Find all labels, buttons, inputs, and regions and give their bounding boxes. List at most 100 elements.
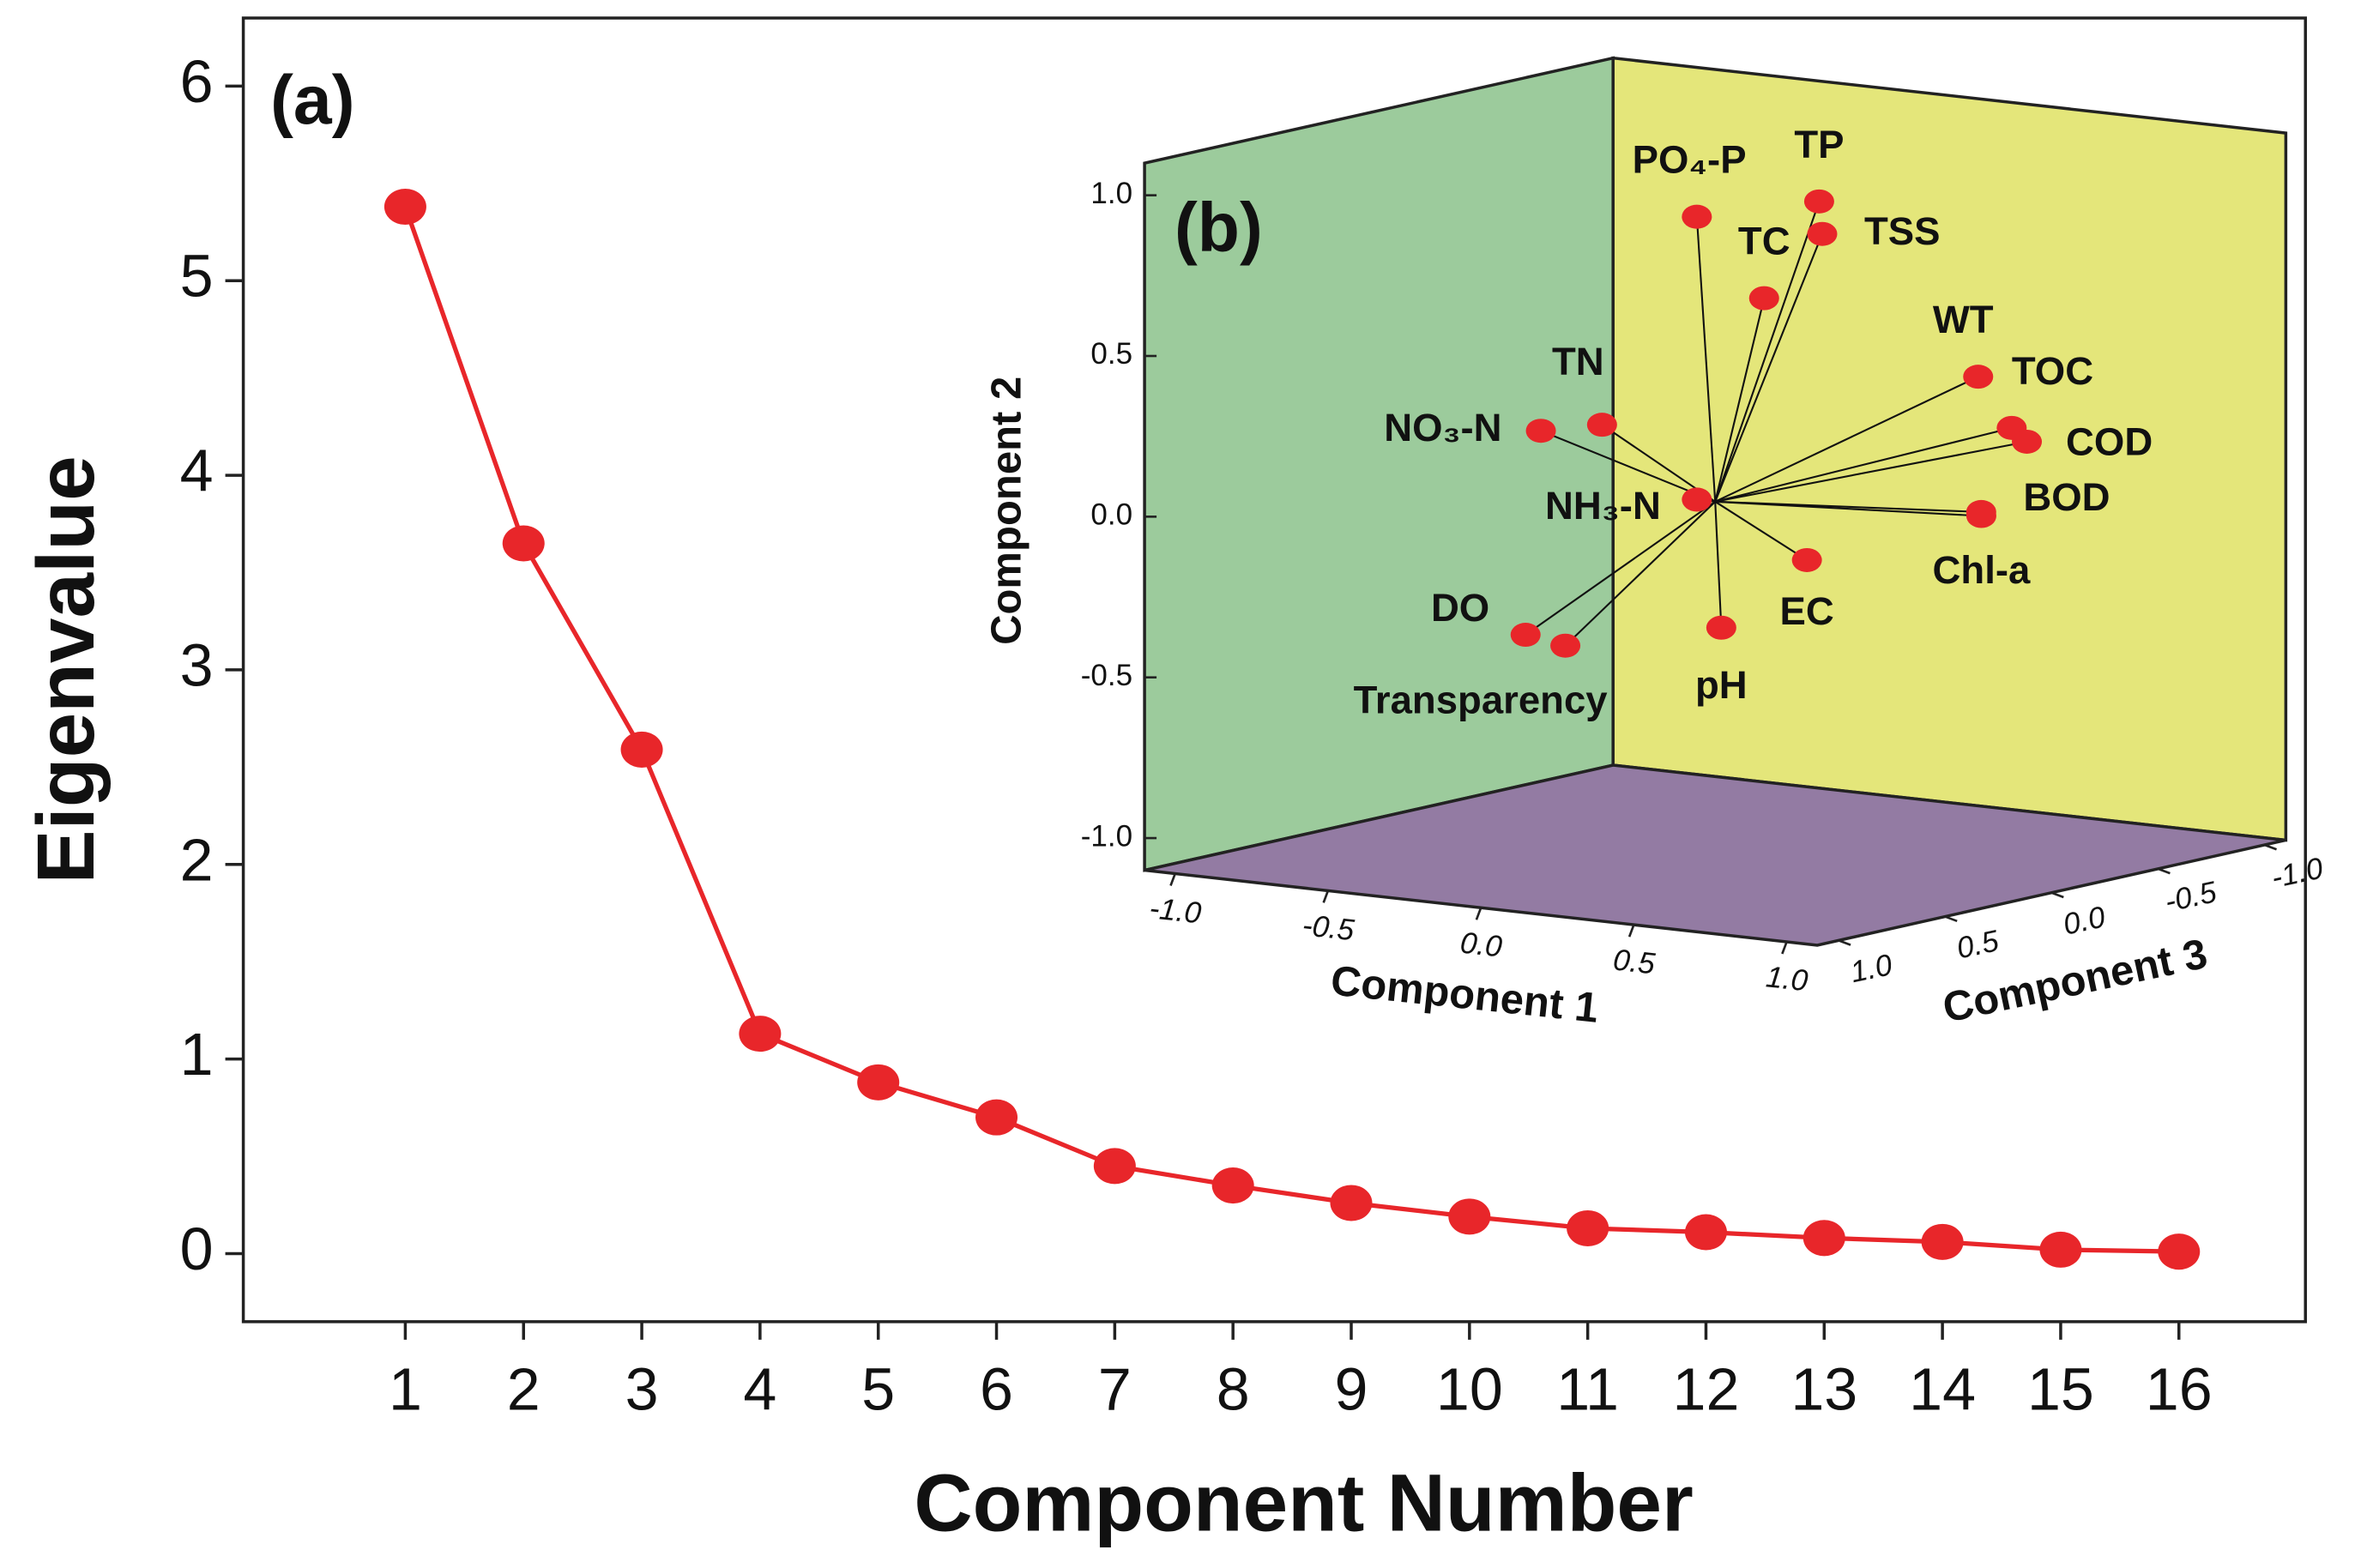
point (1791, 547, 1822, 572)
point-label: Transparency (1354, 678, 1609, 721)
y-tick-label: 6 (180, 48, 214, 115)
point-label: NO₃-N (1384, 406, 1501, 449)
x-tick-label: 8 (1217, 1355, 1250, 1422)
x-tick (1627, 924, 1635, 938)
z-tick-label: 1.0 (1847, 948, 1895, 989)
point (1921, 1223, 1964, 1260)
loading-vector (1525, 500, 1716, 636)
point (1966, 504, 1996, 528)
x-tick-label: 2 (507, 1355, 540, 1422)
loading-vector (1715, 500, 1982, 517)
point (2039, 1231, 2082, 1268)
x-tick (1781, 941, 1788, 955)
point-label: PO₄-P (1633, 138, 1747, 182)
point (739, 1016, 782, 1052)
point (1093, 1148, 1136, 1185)
y-tick-label: -1.0 (1081, 819, 1132, 853)
point-label: NH₃-N (1545, 484, 1661, 528)
x-tick-label: 14 (1909, 1355, 1976, 1422)
point-label: TSS (1864, 209, 1941, 253)
point-label: EC (1780, 589, 1834, 633)
point-label: WT (1933, 298, 1994, 341)
x-tick-label: 3 (625, 1355, 659, 1422)
y-tick-label: 0.5 (1090, 337, 1132, 371)
loading-vector (1714, 201, 1821, 503)
point (1586, 413, 1617, 437)
z-tick (1944, 915, 1958, 923)
loading-vector (1714, 298, 1766, 503)
y-tick-label: 4 (180, 437, 214, 504)
point (1682, 204, 1712, 229)
point (1330, 1185, 1373, 1221)
point (1510, 623, 1541, 648)
x-tick (1169, 873, 1176, 886)
loading-vector (1714, 500, 1808, 561)
point (1448, 1198, 1491, 1235)
point (857, 1064, 900, 1101)
x-axis-label: Component 1 (1329, 957, 1601, 1031)
floor-pane (1144, 763, 2286, 947)
line (402, 206, 2179, 1254)
loading-vector (1714, 376, 1979, 503)
point (1706, 615, 1736, 640)
point (1807, 221, 1838, 246)
point-label: pH (1695, 663, 1748, 707)
loading-vector (1714, 426, 2013, 503)
z-tick-label: 0.0 (2060, 900, 2108, 941)
x-tick-label: 4 (743, 1355, 776, 1422)
x-tick (1475, 907, 1482, 920)
x-tick-label: -1.0 (1148, 891, 1204, 930)
x-tick-label: 0.5 (1611, 943, 1657, 980)
loading-vector (1714, 501, 1723, 628)
x-tick-label: 0.0 (1458, 926, 1504, 964)
x-tick-label: 13 (1790, 1355, 1857, 1422)
y-tick-label: 1.0 (1090, 177, 1132, 210)
panel-label: (b) (1174, 190, 1263, 267)
x-tick-label: -0.5 (1301, 908, 1356, 947)
point-label: TN (1552, 340, 1604, 383)
loading-vector (1540, 430, 1716, 503)
point (975, 1099, 1018, 1136)
point-label: DO (1431, 586, 1489, 630)
z-tick-label: -1.0 (2268, 851, 2327, 895)
point (1211, 1167, 1254, 1204)
y-axis-label: Eigenvalue (21, 455, 112, 884)
point (1748, 286, 1779, 311)
point (1682, 487, 1712, 512)
point (620, 731, 663, 768)
point (2158, 1233, 2201, 1270)
x-tick-label: 11 (1556, 1355, 1619, 1422)
z-tick (2264, 843, 2278, 851)
z-tick (1838, 939, 1851, 946)
y-tick-label: 3 (180, 631, 214, 698)
point-label: TC (1738, 220, 1790, 263)
point-label: TOC (2012, 349, 2093, 393)
y-tick-label: 2 (180, 826, 214, 893)
point (383, 189, 426, 226)
point-label: Chl-a (1933, 548, 2031, 592)
point (1963, 365, 1994, 389)
loading-vector (1715, 440, 2027, 503)
y-axis-label: Component 2 (983, 377, 1030, 645)
point-label: BOD (2023, 475, 2110, 519)
panel-label: (a) (270, 62, 354, 139)
point (1802, 1220, 1845, 1257)
point (1803, 189, 1834, 214)
x-tick-label: 7 (1098, 1355, 1132, 1422)
z-tick-label: -0.5 (2162, 875, 2220, 919)
point-label: COD (2066, 420, 2153, 464)
y-tick-label: 1 (180, 1021, 214, 1088)
point (1550, 633, 1581, 658)
loading-vector (1564, 501, 1716, 647)
x-tick-label: 12 (1673, 1355, 1740, 1422)
x-axis-label: Component Number (914, 1458, 1693, 1549)
x-tick-label: 1.0 (1765, 960, 1810, 998)
y-tick-label: -0.5 (1081, 659, 1132, 692)
x-tick-label: 10 (1436, 1355, 1503, 1422)
z-tick (2157, 867, 2171, 875)
x-tick (1322, 890, 1330, 903)
y-tick-label: 5 (180, 243, 214, 310)
y-tick-label: 0.0 (1090, 498, 1132, 532)
x-tick-label: 1 (389, 1355, 422, 1422)
loading-vector (1714, 233, 1823, 503)
